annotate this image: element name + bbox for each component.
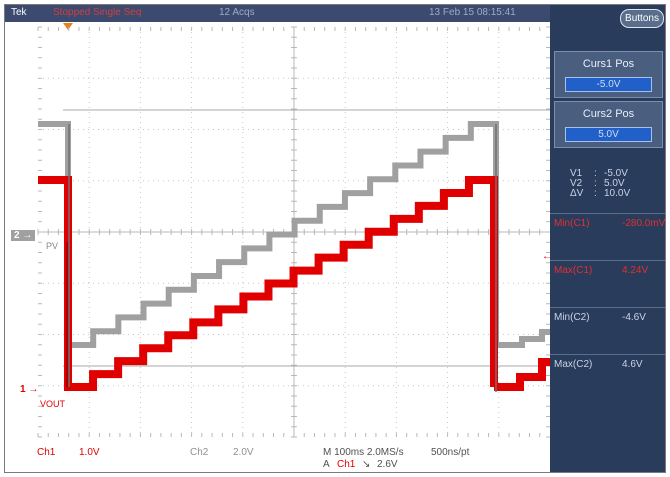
status-bar: Tek Stopped Single Seq 12 Acqs 13 Feb 15…: [5, 5, 550, 22]
channel-info-bar: Ch1 1.0V Ch2 2.0V M 100ms 2.0MS/s 500ns/…: [5, 441, 550, 472]
vout-waveform-label: VOUT: [40, 399, 66, 409]
cursor2-value-field[interactable]: 5.0V: [565, 127, 652, 142]
ch1-name[interactable]: Ch1: [37, 447, 56, 458]
measurement-min-c2[interactable]: Min(C2) -4.6V: [550, 307, 665, 354]
cursor1-value-field[interactable]: -5.0V: [565, 77, 652, 92]
ch2-name[interactable]: Ch2: [190, 447, 209, 458]
cursor2-position-control[interactable]: Curs2 Pos 5.0V: [554, 101, 663, 148]
trigger-prefix: A: [323, 459, 330, 470]
ch1-vout-waveform: [38, 176, 498, 391]
measurement-min-c1[interactable]: Min(C1) -280.0mV: [550, 213, 665, 260]
acquisition-state: Stopped Single Seq: [53, 7, 142, 18]
ch1-vout-tail: [494, 358, 550, 391]
trigger-slope-icon: ↘: [362, 459, 371, 470]
timestamp: 13 Feb 15 08:15:41: [429, 7, 516, 18]
readout-delta-v: ΔV : 10.0V: [570, 188, 631, 199]
brand-label: Tek: [11, 7, 27, 18]
ch2-pv-waveform: [38, 121, 499, 348]
trigger-level-arrow-icon: ←: [542, 251, 552, 262]
readout-v1: V1 : -5.0V: [570, 168, 628, 179]
trigger-level: 2.6V: [377, 459, 398, 470]
acquisition-count: 12 Acqs: [219, 7, 255, 18]
ch2-ground-marker: 2 →: [11, 230, 36, 241]
trigger-position-icon: [63, 23, 73, 30]
readout-v2: V2 : 5.0V: [570, 178, 625, 189]
buttons-button[interactable]: Buttons: [620, 9, 664, 28]
cursor-readouts: V1 : -5.0V V2 : 5.0V ΔV : 10.0V: [570, 169, 665, 199]
ch1-scale: 1.0V: [79, 447, 100, 458]
oscilloscope-screen: Tek Stopped Single Seq 12 Acqs 13 Feb 15…: [4, 4, 666, 473]
trigger-source[interactable]: Ch1: [337, 459, 356, 470]
waveform-display: [37, 26, 550, 438]
cursor1-position-control[interactable]: Curs1 Pos -5.0V: [554, 51, 663, 98]
ch2-pv-tail: [496, 329, 550, 348]
side-panel: Buttons Curs1 Pos -5.0V Curs2 Pos 5.0V V…: [550, 5, 665, 472]
sample-interval-readout: 500ns/pt: [431, 447, 470, 458]
cursor2-title: Curs2 Pos: [582, 108, 635, 120]
waveform-graticule: [37, 26, 550, 438]
pv-waveform-label: PV: [46, 241, 59, 251]
measurement-max-c1[interactable]: Max(C1) 4.24V: [550, 260, 665, 307]
ch2-scale: 2.0V: [233, 447, 254, 458]
cursor1-title: Curs1 Pos: [582, 58, 635, 70]
ch1-ground-marker: 1 →: [20, 384, 39, 395]
measurement-max-c2[interactable]: Max(C2) 4.6V: [550, 354, 665, 472]
timebase-readout[interactable]: M 100ms 2.0MS/s: [323, 447, 404, 458]
